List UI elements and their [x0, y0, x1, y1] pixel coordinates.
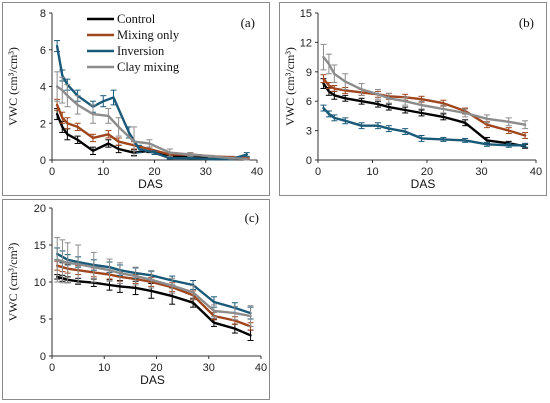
series-line-control	[56, 275, 252, 337]
x-tick-label: 30	[475, 166, 487, 178]
y-tick-label: 15	[300, 8, 312, 20]
y-tick-label: 9	[306, 67, 312, 79]
panel-label: (b)	[519, 15, 534, 30]
series-line-inversion	[322, 106, 527, 147]
series-line-mixing-only	[55, 103, 249, 160]
chart-c-svg: 0 5 10 15 20 0 10 20 30 40 DAS VWC (cm³/cm³) (c)	[6, 203, 267, 387]
y-axis-label: VWC (cm³/cm³)	[6, 243, 20, 322]
legend-label: Inversion	[117, 44, 165, 58]
legend-label: Clay mixing	[117, 60, 180, 74]
series-line-inversion	[55, 44, 249, 161]
y-tick-label: 15	[34, 240, 46, 252]
x-tick-label: 40	[530, 166, 542, 178]
series-line-inversion	[56, 252, 252, 315]
y-axis-label: VWC (cm³/cm³)	[6, 47, 20, 126]
series-line-clay-mixing	[322, 55, 527, 126]
y-tick-label: 12	[300, 37, 312, 49]
x-tick-label: 20	[421, 166, 433, 178]
x-tick-label: 0	[49, 362, 55, 374]
y-tick-label: 4	[40, 82, 46, 94]
x-tick-label: 40	[255, 362, 267, 374]
y-tick-label: 3	[306, 126, 312, 138]
y-tick-label: 2	[40, 118, 46, 130]
series-line-clay-mixing	[56, 258, 252, 318]
panel-label: (a)	[241, 15, 255, 30]
chart-b-svg: 0 3 6 9 12 15 0 10 20 30 40 DAS VWC (cm³/cm³) (b)	[283, 8, 542, 191]
x-tick-label: 30	[203, 362, 215, 374]
x-tick-label: 40	[251, 166, 263, 178]
x-axis-label: DAS	[140, 373, 165, 387]
x-tick-label: 30	[200, 166, 212, 178]
panel-label: (c)	[245, 210, 259, 225]
x-tick-label: 0	[49, 166, 55, 178]
chart-panel-c: 0 5 10 15 20 0 10 20 30 40 DAS VWC (cm³/cm³) (c)	[2, 199, 270, 400]
y-axis-label: VWC (cm³/cm³)	[283, 47, 297, 126]
x-tick-label: 10	[97, 166, 109, 178]
y-tick-label: 5	[40, 314, 46, 326]
x-axis-label: DAS	[411, 177, 436, 191]
legend-label: Mixing only	[117, 28, 180, 42]
x-tick-label: 20	[150, 362, 162, 374]
series-line-control	[322, 82, 527, 148]
chart-panel-a: 0 2 4 6 8 0 10 20 30 40 DAS VWC (cm³/cm³) (a) Control…	[2, 2, 270, 196]
y-tick-label: 6	[40, 45, 46, 57]
series-line-mixing-only	[56, 264, 252, 328]
x-tick-label: 20	[148, 166, 160, 178]
y-tick-label: 0	[40, 351, 46, 363]
y-tick-label: 10	[34, 277, 46, 289]
x-tick-label: 10	[98, 362, 110, 374]
y-tick-label: 6	[306, 96, 312, 108]
y-tick-label: 20	[34, 203, 46, 215]
series-line-mixing-only	[322, 77, 527, 137]
y-tick-label: 0	[40, 155, 46, 167]
chart-panel-b: 0 3 6 9 12 15 0 10 20 30 40 DAS VWC (cm³/cm³) (b)	[279, 2, 547, 196]
x-axis-label: DAS	[138, 177, 163, 191]
x-tick-label: 10	[366, 166, 378, 178]
chart-a-svg: 0 2 4 6 8 0 10 20 30 40 DAS VWC (cm³/cm³) (a) Control…	[6, 8, 263, 191]
y-tick-label: 8	[40, 8, 46, 20]
series-line-clay-mixing	[55, 85, 249, 161]
legend-label: Control	[117, 12, 156, 26]
y-tick-label: 0	[306, 155, 312, 167]
x-tick-label: 0	[315, 166, 321, 178]
